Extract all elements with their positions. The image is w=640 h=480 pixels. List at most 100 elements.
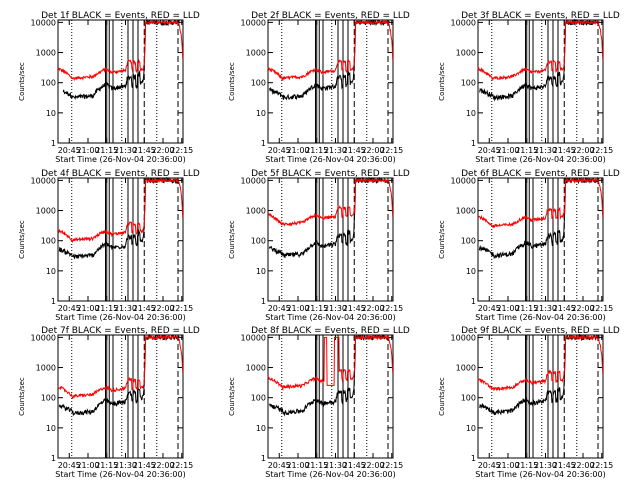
y-tick-label: 1 (471, 297, 476, 306)
x-tick-label: 22:00 (571, 304, 594, 313)
x-tick-label: 22:15 (590, 461, 613, 470)
y-axis-label: Counts/sec (18, 62, 26, 101)
y-tick-label: 100 (41, 237, 56, 246)
panel-title: Det 8f BLACK = Events, RED = LLD (251, 326, 410, 336)
x-tick-label: 22:00 (361, 461, 384, 470)
y-axis-label: Counts/sec (228, 220, 236, 259)
events-series (58, 176, 180, 260)
y-tick-label: 10000 (31, 333, 56, 342)
y-tick-label: 10 (256, 424, 266, 433)
x-tick-label: 22:15 (590, 304, 613, 313)
x-tick-label: 22:15 (380, 304, 403, 313)
x-tick-label: 21:15 (95, 146, 118, 155)
y-tick-label: 1 (471, 454, 476, 463)
x-tick-label: 21:30 (114, 146, 137, 155)
y-tick-label: 1000 (456, 49, 476, 58)
x-tick-label: 21:15 (515, 304, 538, 313)
y-tick-label: 10000 (241, 333, 266, 342)
x-tick-label: 21:00 (496, 146, 519, 155)
y-tick-label: 1 (261, 297, 266, 306)
x-tick-label: 20:45 (478, 304, 501, 313)
y-tick-label: 10 (466, 267, 476, 276)
x-tick-label: 22:15 (380, 461, 403, 470)
panel-9: Det 9f BLACK = Events, RED = LLD Counts/s… (438, 326, 620, 479)
y-tick-label: 10 (466, 424, 476, 433)
x-tick-label: 21:30 (114, 304, 137, 313)
panel-5: Det 5f BLACK = Events, RED = LLD Counts/s… (228, 169, 410, 322)
panel-8: Det 8f BLACK = Events, RED = LLD Counts/s… (228, 326, 410, 479)
x-tick-label: 21:45 (343, 461, 366, 470)
y-tick-label: 10000 (31, 18, 56, 27)
y-axis-label: Counts/sec (228, 62, 236, 101)
y-tick-label: 10 (466, 109, 476, 118)
x-tick-label: 21:00 (76, 461, 99, 470)
lld-series (477, 177, 604, 229)
x-tick-label: 21:15 (305, 304, 328, 313)
x-tick-label: 21:15 (95, 461, 118, 470)
x-axis-label: Start Time (26-Nov-04 20:36:00) (265, 313, 395, 322)
x-tick-label: 21:45 (553, 461, 576, 470)
y-axis-label: Counts/sec (438, 220, 446, 259)
x-tick-label: 22:15 (170, 461, 193, 470)
lld-series (477, 334, 604, 392)
x-tick-label: 22:15 (590, 146, 613, 155)
panel-title: Det 2f BLACK = Events, RED = LLD (251, 11, 410, 21)
x-axis-label: Start Time (26-Nov-04 20:36:00) (475, 470, 605, 479)
y-tick-label: 10 (46, 267, 56, 276)
x-tick-label: 22:15 (380, 146, 403, 155)
x-axis-label: Start Time (26-Nov-04 20:36:00) (475, 313, 605, 322)
y-axis-label: Counts/sec (18, 377, 26, 416)
x-tick-label: 21:45 (343, 304, 366, 313)
y-tick-label: 10 (46, 424, 56, 433)
x-tick-label: 22:00 (571, 146, 594, 155)
plot-frame (57, 334, 184, 459)
x-tick-label: 20:45 (58, 146, 81, 155)
x-axis-label: Start Time (26-Nov-04 20:36:00) (475, 155, 605, 164)
lld-series (477, 19, 604, 82)
x-tick-label: 20:45 (58, 461, 81, 470)
panel-7: Det 7f BLACK = Events, RED = LLD Counts/s… (18, 326, 200, 479)
y-tick-label: 10000 (241, 18, 266, 27)
x-tick-label: 21:15 (305, 146, 328, 155)
plot-frame (477, 334, 604, 459)
x-tick-label: 21:45 (343, 146, 366, 155)
y-tick-label: 10 (256, 267, 266, 276)
x-tick-label: 22:00 (151, 304, 174, 313)
y-tick-label: 10000 (31, 176, 56, 185)
y-tick-label: 1 (51, 139, 56, 148)
x-tick-label: 21:30 (324, 146, 347, 155)
x-tick-label: 20:45 (268, 146, 291, 155)
x-axis-label: Start Time (26-Nov-04 20:36:00) (55, 155, 185, 164)
y-tick-label: 10000 (451, 176, 476, 185)
y-tick-label: 1000 (456, 207, 476, 216)
panel-4: Det 4f BLACK = Events, RED = LLD Counts/s… (18, 169, 200, 322)
x-tick-label: 21:15 (95, 304, 118, 313)
x-tick-label: 21:30 (534, 304, 557, 313)
x-tick-label: 21:15 (515, 461, 538, 470)
y-axis-label: Counts/sec (228, 377, 236, 416)
events-series (58, 333, 180, 416)
events-series (479, 18, 600, 102)
x-tick-label: 21:00 (76, 146, 99, 155)
lld-series (267, 19, 394, 82)
lld-series (57, 177, 184, 244)
x-tick-label: 22:00 (361, 304, 384, 313)
x-axis-label: Start Time (26-Nov-04 20:36:00) (265, 470, 395, 479)
y-tick-label: 100 (251, 79, 266, 88)
x-tick-label: 21:15 (305, 461, 328, 470)
lld-series (57, 19, 184, 82)
y-tick-label: 1000 (36, 49, 56, 58)
plot-frame (477, 177, 604, 302)
x-tick-label: 22:00 (361, 146, 384, 155)
plot-frame (267, 177, 394, 302)
x-tick-label: 21:00 (286, 146, 309, 155)
x-tick-label: 21:45 (553, 146, 576, 155)
panel-title: Det 1f BLACK = Events, RED = LLD (41, 11, 200, 21)
panel-title: Det 5f BLACK = Events, RED = LLD (251, 169, 410, 179)
y-tick-label: 1000 (246, 207, 266, 216)
x-axis-label: Start Time (26-Nov-04 20:36:00) (265, 155, 395, 164)
y-tick-label: 1 (261, 139, 266, 148)
events-series (268, 333, 390, 417)
x-tick-label: 21:45 (133, 304, 156, 313)
